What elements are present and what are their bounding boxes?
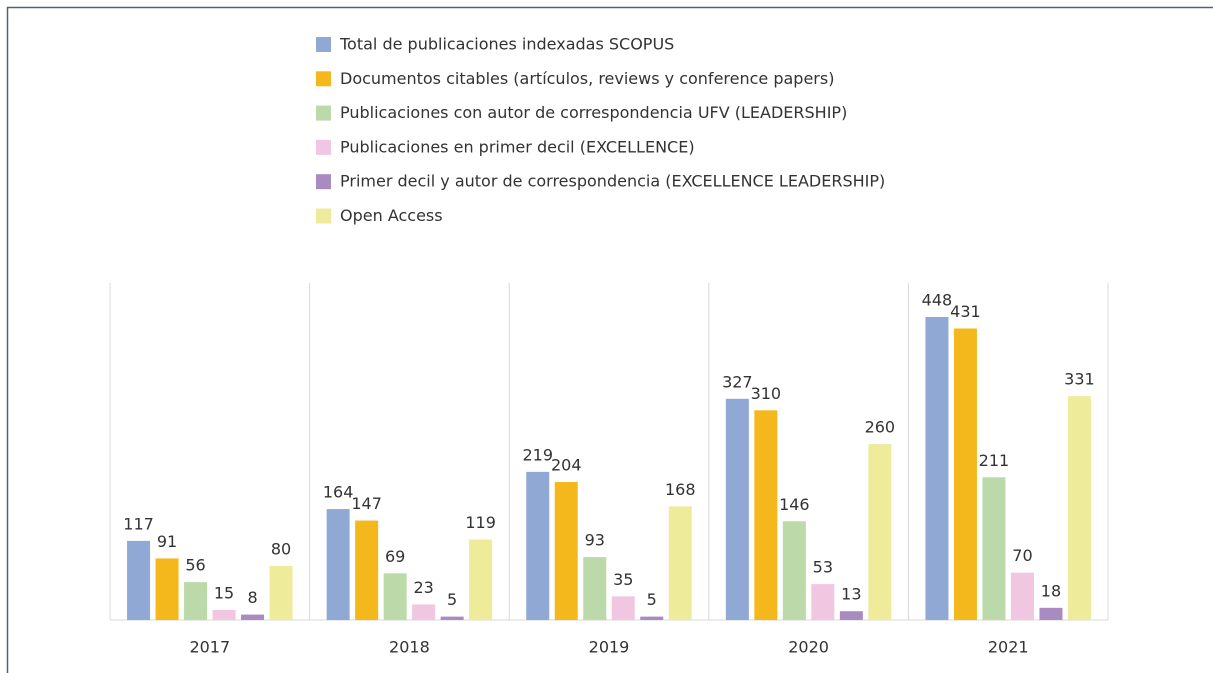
legend-label: Documentos citables (artículos, reviews …	[340, 69, 834, 88]
legend-label: Primer decil y autor de correspondencia …	[340, 172, 885, 191]
data-label: 80	[271, 539, 291, 558]
data-label: 204	[551, 456, 582, 475]
bar	[412, 604, 436, 620]
data-label: 91	[157, 532, 177, 551]
data-label: 56	[185, 556, 205, 575]
bar	[155, 558, 179, 620]
bar	[440, 616, 464, 620]
bar	[811, 584, 835, 620]
x-tick-label: 2020	[788, 638, 829, 657]
data-label: 168	[665, 480, 696, 499]
data-label: 164	[323, 483, 354, 502]
bar	[611, 596, 635, 620]
data-label: 15	[214, 583, 234, 602]
x-tick-label: 2021	[988, 638, 1029, 657]
bar	[782, 521, 806, 620]
data-label: 5	[647, 590, 657, 609]
bar	[640, 616, 664, 620]
data-label: 8	[247, 588, 257, 607]
data-label: 310	[751, 384, 782, 403]
legend-swatch	[316, 37, 331, 52]
legend-label: Publicaciones en primer decil (EXCELLENC…	[340, 137, 695, 156]
data-label: 211	[979, 451, 1010, 470]
data-label: 93	[585, 531, 605, 550]
legend-swatch	[316, 139, 331, 155]
bar	[469, 539, 493, 620]
bar	[1010, 572, 1034, 620]
data-label: 117	[123, 514, 154, 533]
legend-label: Open Access	[340, 206, 443, 225]
data-label: 69	[385, 547, 405, 566]
data-label: 119	[465, 513, 496, 532]
legend-label: Publicaciones con autor de correspondenc…	[340, 103, 847, 122]
bar	[554, 482, 578, 620]
legend-swatch	[316, 71, 331, 87]
data-label: 53	[813, 558, 833, 577]
x-tick-label: 2018	[389, 638, 430, 657]
data-label: 35	[613, 570, 633, 589]
bar	[326, 509, 350, 620]
bar	[953, 328, 977, 620]
bar	[583, 557, 607, 620]
bar	[668, 506, 692, 620]
data-label: 260	[865, 418, 896, 437]
legend-label: Total de publicaciones indexadas SCOPUS	[339, 35, 674, 54]
legend-swatch	[316, 208, 331, 224]
bar	[355, 520, 379, 620]
x-tick-label: 2017	[189, 638, 230, 657]
data-label: 23	[413, 578, 433, 597]
data-label: 70	[1012, 546, 1032, 565]
legend-swatch	[316, 105, 331, 121]
bar	[925, 317, 949, 620]
bar	[127, 540, 151, 620]
data-label: 147	[351, 494, 382, 513]
bar	[868, 444, 892, 620]
bar	[839, 611, 863, 620]
legend-swatch	[316, 174, 331, 190]
bar	[982, 477, 1006, 620]
bar	[269, 565, 293, 620]
data-label: 146	[779, 495, 810, 514]
bar	[526, 471, 550, 620]
data-label: 18	[1041, 581, 1061, 600]
bar	[383, 573, 407, 620]
data-label: 448	[922, 291, 953, 310]
data-label: 331	[1064, 370, 1095, 389]
bar	[1067, 396, 1091, 620]
bar	[725, 398, 749, 620]
data-label: 431	[950, 302, 981, 321]
bar	[1039, 607, 1063, 620]
bar	[241, 614, 265, 620]
data-label: 13	[841, 585, 861, 604]
x-tick-label: 2019	[589, 638, 630, 657]
data-label: 327	[722, 372, 753, 391]
bar	[212, 609, 236, 620]
data-label: 5	[447, 590, 457, 609]
bar	[754, 410, 778, 620]
bar	[184, 582, 208, 620]
data-label: 219	[522, 445, 553, 464]
